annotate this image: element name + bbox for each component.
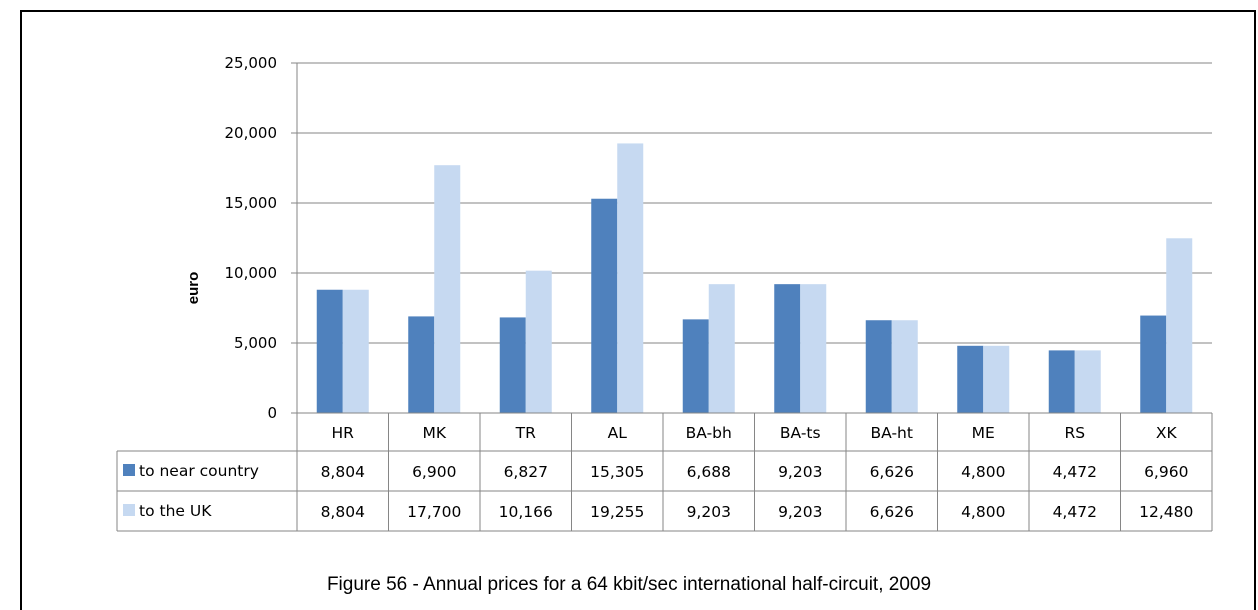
category-label: ME — [972, 424, 995, 442]
bar-MK-1 — [434, 165, 461, 413]
bar-HR-1 — [342, 289, 369, 413]
data-value: 19,255 — [590, 503, 644, 521]
bar-BA-ts-0 — [774, 284, 801, 413]
data-value: 6,900 — [412, 463, 456, 481]
y-tick-label: 15,000 — [225, 194, 278, 212]
bar-XK-1 — [1166, 238, 1193, 413]
data-value: 6,626 — [870, 503, 914, 521]
category-label: AL — [608, 424, 628, 442]
bar-TR-1 — [525, 270, 552, 413]
bar-BA-ht-0 — [865, 320, 892, 413]
bar-XK-0 — [1140, 315, 1167, 413]
data-value: 17,700 — [407, 503, 461, 521]
data-value: 4,800 — [961, 463, 1005, 481]
data-value: 6,960 — [1144, 463, 1188, 481]
category-label: BA-ts — [780, 424, 821, 442]
y-tick-label: 10,000 — [225, 264, 278, 282]
y-tick-label: 5,000 — [234, 334, 277, 352]
data-value: 9,203 — [778, 503, 822, 521]
data-value: 4,472 — [1053, 463, 1097, 481]
y-axis-label: euro — [185, 272, 202, 305]
figure-frame — [20, 10, 1256, 610]
data-value: 12,480 — [1139, 503, 1193, 521]
data-value: 8,804 — [321, 503, 365, 521]
legend-swatch — [123, 464, 135, 476]
figure-caption: Figure 56 - Annual prices for a 64 kbit/… — [326, 574, 932, 595]
bar-HR-0 — [316, 289, 343, 413]
category-label: XK — [1156, 424, 1178, 442]
legend-label: to the UK — [139, 502, 212, 520]
data-value: 6,688 — [687, 463, 731, 481]
category-label: MK — [422, 424, 446, 442]
category-label: RS — [1064, 424, 1085, 442]
y-tick-label: 20,000 — [225, 124, 278, 142]
bar-RS-1 — [1074, 350, 1101, 413]
data-value: 9,203 — [778, 463, 822, 481]
data-value: 10,166 — [499, 503, 553, 521]
bars — [316, 143, 1193, 413]
category-label: HR — [332, 424, 355, 442]
data-value: 9,203 — [687, 503, 731, 521]
legend-swatch — [123, 504, 135, 516]
bar-BA-bh-1 — [708, 284, 735, 413]
y-tick-labels: 0 5,000 10,000 15,000 20,000 25,000 — [225, 54, 278, 422]
bar-MK-0 — [408, 316, 435, 413]
y-tick-label: 0 — [267, 404, 277, 422]
data-value: 8,804 — [321, 463, 365, 481]
bar-BA-ht-1 — [891, 320, 918, 413]
bar-BA-bh-0 — [682, 319, 709, 413]
data-value: 6,626 — [870, 463, 914, 481]
legend-label: to near country — [139, 462, 259, 480]
data-value: 4,800 — [961, 503, 1005, 521]
bar-TR-0 — [499, 317, 526, 413]
data-value: 4,472 — [1053, 503, 1097, 521]
bar-BA-ts-1 — [800, 284, 827, 413]
bar-AL-0 — [591, 198, 618, 413]
category-label: BA-bh — [686, 424, 732, 442]
category-label: BA-ht — [871, 424, 913, 442]
bar-chart: euro 0 5,000 10,000 15,000 20,000 25,000 HR MK… — [116, 54, 1213, 532]
data-value: 15,305 — [590, 463, 644, 481]
category-label: TR — [515, 424, 536, 442]
bar-ME-0 — [957, 345, 984, 413]
y-tick-label: 25,000 — [225, 54, 278, 72]
data-table: HR MK TR AL BA-bh BA-ts BA-ht ME RS XK to near cou… — [116, 412, 1213, 532]
data-value: 6,827 — [504, 463, 548, 481]
bar-RS-0 — [1048, 350, 1075, 413]
bar-ME-1 — [983, 345, 1010, 413]
bar-AL-1 — [617, 143, 644, 413]
